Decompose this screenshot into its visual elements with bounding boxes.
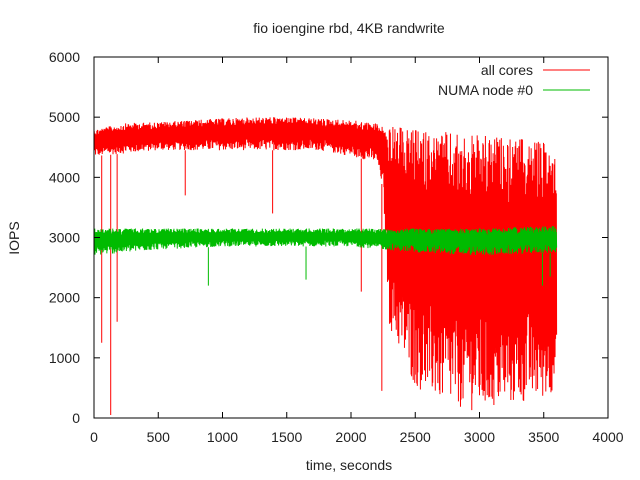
series-2-line [93,226,558,255]
x-tick-label-1000: 1000 [207,429,238,445]
x-tick-label-3500: 3500 [528,429,559,445]
x-tick-label-1500: 1500 [271,429,302,445]
x-tick-label-2000: 2000 [335,429,366,445]
x-axis-label: time, seconds [306,457,392,473]
x-tick-label-500: 500 [147,429,171,445]
legend-label-2: NUMA node #0 [438,82,533,98]
chart-title: fio ioengine rbd, 4KB randwrite [253,20,445,36]
series-layer [93,117,558,415]
x-tick-label-3000: 3000 [464,429,495,445]
series-1-line [93,117,558,411]
legend-label-1: all cores [481,62,533,78]
y-tick-label-5000: 5000 [49,109,80,125]
y-axis-label: IOPS [6,221,22,254]
x-tick-label-0: 0 [90,429,98,445]
axis-layer: 0 500 1000 1500 2000 2500 3000 3500 4000 0 1000 200… [49,49,624,445]
y-tick-label-0: 0 [72,410,80,426]
y-tick-label-6000: 6000 [49,49,80,65]
legend: all cores NUMA node #0 [438,62,590,98]
y-tick-label-1000: 1000 [49,350,80,366]
series-2 [93,226,558,286]
x-tick-label-4000: 4000 [592,429,623,445]
y-tick-label-2000: 2000 [49,290,80,306]
y-tick-label-3000: 3000 [49,230,80,246]
x-tick-label-2500: 2500 [400,429,431,445]
y-tick-label-4000: 4000 [49,169,80,185]
